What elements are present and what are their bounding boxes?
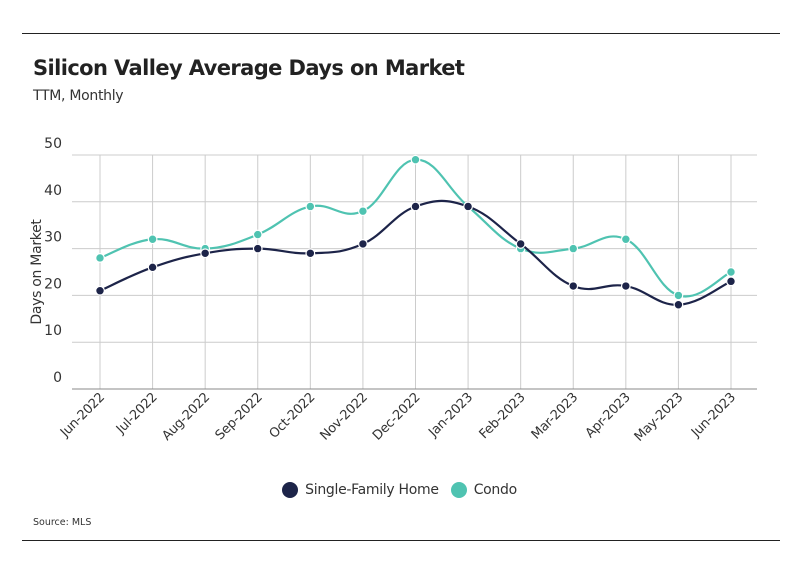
source-note: Source: MLS (33, 517, 92, 528)
x-tick-label: May-2023 (632, 390, 686, 444)
x-tick-label: Apr-2023 (583, 390, 634, 441)
data-point-single-family (515, 239, 526, 249)
x-tick-label: Jul-2022 (113, 390, 160, 437)
legend-swatch-single-family (282, 482, 299, 498)
data-point-single-family (305, 248, 316, 259)
data-point-single-family (95, 285, 105, 296)
y-tick-label: 10 (44, 323, 62, 339)
chart-title: Silicon Valley Average Days on Market (33, 56, 465, 80)
y-axis-label: Days on Market (29, 219, 45, 325)
legend: Single-Family Home Condo (0, 482, 799, 498)
x-tick-label: Mar-2023 (529, 390, 581, 442)
data-point-single-family (726, 276, 736, 287)
y-tick-label: 20 (44, 276, 62, 292)
y-tick-label: 30 (44, 230, 62, 246)
x-tick-label: Feb-2023 (477, 390, 529, 442)
data-point-single-family (200, 248, 211, 259)
data-point-condo (358, 206, 368, 217)
data-point-condo (305, 201, 316, 212)
series (95, 154, 736, 310)
x-tick-label: Dec-2022 (370, 390, 423, 443)
data-point-single-family (252, 243, 263, 254)
data-point-condo (673, 290, 684, 301)
y-tick-label: 0 (53, 370, 62, 386)
data-point-single-family (620, 281, 631, 291)
data-point-single-family (463, 201, 473, 212)
x-tick-label: Jan-2023 (425, 390, 476, 441)
data-point-condo (410, 154, 421, 165)
x-tick-label: Jun-2022 (57, 390, 108, 441)
grid (72, 154, 757, 389)
legend-swatch-condo (450, 482, 467, 498)
legend-label-condo: Condo (473, 482, 517, 498)
legend-item-condo: Condo (450, 482, 517, 498)
data-point-single-family (147, 262, 158, 273)
data-point-condo (95, 253, 105, 263)
bottom-rule (22, 540, 780, 541)
legend-label-single-family: Single-Family Home (305, 482, 439, 498)
data-point-condo (252, 229, 263, 240)
x-tick-label: Aug-2022 (159, 390, 213, 444)
chart-subtitle: TTM, Monthly (33, 88, 124, 104)
data-point-condo (147, 234, 158, 245)
data-point-single-family (568, 281, 579, 291)
x-tick-label: Jun-2023 (688, 390, 739, 441)
data-point-condo (726, 267, 736, 277)
y-tick-label: 50 (44, 136, 62, 152)
data-point-condo (568, 243, 579, 254)
x-tick-label: Nov-2022 (317, 390, 370, 443)
x-tick-label: Sep-2022 (213, 390, 266, 443)
data-point-single-family (673, 299, 684, 310)
top-rule (22, 33, 780, 34)
data-point-single-family (358, 239, 368, 249)
x-tick-label: Oct-2022 (267, 390, 319, 442)
legend-item-single-family: Single-Family Home (282, 482, 439, 498)
data-point-single-family (410, 201, 421, 212)
axes: 0 10 20 30 40 50 Jun-2022 Jul-2022 Aug-2022 Sep-2… (44, 136, 757, 445)
data-point-condo (620, 234, 631, 245)
y-tick-label: 40 (44, 183, 62, 199)
